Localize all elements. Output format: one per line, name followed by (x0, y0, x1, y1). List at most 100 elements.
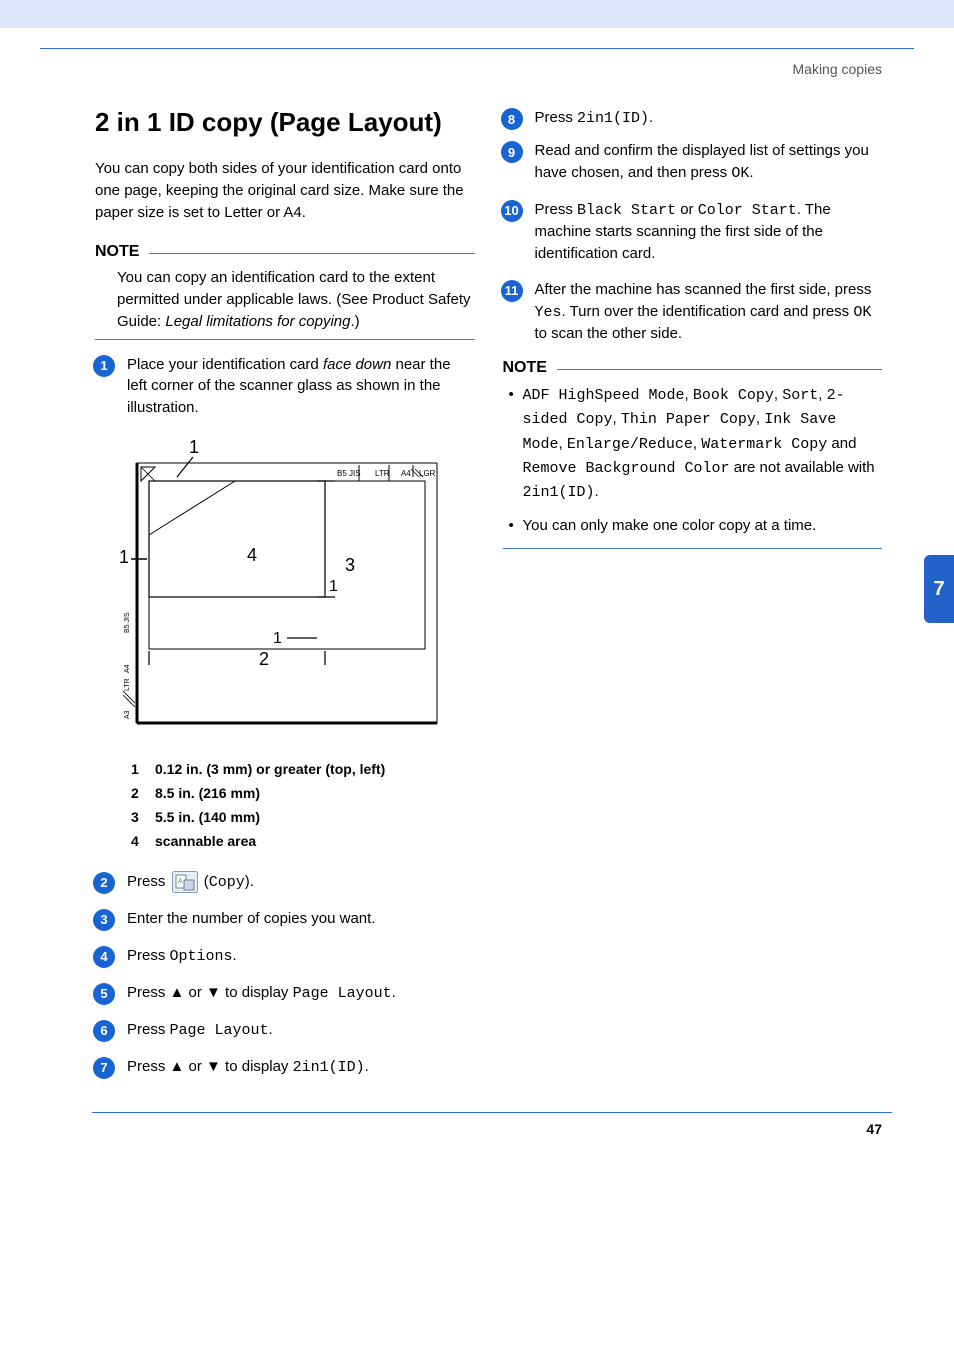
step8-mono: 2in1(ID) (577, 110, 649, 127)
n2-s9: are not available with (730, 459, 875, 476)
step-3: 3 Enter the number of copies you want. (95, 908, 475, 931)
bottom-rule-icon (92, 1112, 892, 1113)
note2-list: ADF HighSpeed Mode, Book Copy, Sort, 2-s… (503, 383, 883, 538)
step7-arrows: ▲ or ▼ (170, 1058, 221, 1075)
step11-post: to scan the other side. (535, 325, 683, 342)
step2-mono: Copy (209, 874, 245, 891)
n2-m8: Watermark Copy (701, 436, 827, 453)
ruler-ltr: LTR (375, 469, 390, 478)
n2-m2: Book Copy (693, 387, 774, 404)
step5-mid: to display (221, 984, 293, 1001)
ruler-a4: A4 (401, 469, 411, 478)
step5-mono: Page Layout (293, 985, 392, 1002)
n2-s3: , (818, 386, 826, 403)
step-bullet-icon: 11 (501, 280, 523, 302)
step-bullet-icon: 1 (93, 355, 115, 377)
step6-mono: Page Layout (170, 1022, 269, 1039)
scanner-diagram-svg: B5 JIS LTR A4 LGR B5 JIS A4 LTR A3 (119, 433, 449, 733)
page-number: 47 (866, 1121, 882, 1137)
note2-item-1: ADF HighSpeed Mode, Book Copy, Sort, 2-s… (509, 383, 883, 504)
step-bullet-icon: 6 (93, 1020, 115, 1042)
n2-m10: 2in1(ID) (523, 484, 595, 501)
note-text-post: .) (350, 313, 359, 330)
n2-s10: . (595, 483, 599, 500)
bottom-spacer (0, 1093, 954, 1163)
top-header-bar (0, 0, 954, 28)
step-text: Press ▲ or ▼ to display 2in1(ID). (127, 1056, 475, 1079)
note2-item-2: You can only make one color copy at a ti… (509, 514, 883, 537)
note-body: You can copy an identification card to t… (95, 267, 475, 332)
legend-text: scannable area (155, 833, 256, 849)
n2-s4: , (613, 410, 621, 427)
ruler-a3-left: A3 (124, 710, 131, 719)
step-bullet-icon: 8 (501, 108, 523, 130)
step7-mono: 2in1(ID) (293, 1059, 365, 1076)
note2-header: NOTE (503, 359, 883, 377)
step10-mid: or (676, 201, 698, 218)
legend-text: 5.5 in. (140 mm) (155, 809, 260, 825)
step-7: 7 Press ▲ or ▼ to display 2in1(ID). (95, 1056, 475, 1079)
step4-mono: Options (170, 948, 233, 965)
step10-mono1: Black Start (577, 202, 676, 219)
step5-post: . (392, 984, 396, 1001)
n2-s7: , (693, 435, 701, 452)
note-rule-icon (557, 369, 882, 370)
callout-1-inner-b: 1 (273, 630, 282, 647)
step-bullet-icon: 2 (93, 872, 115, 894)
step1-pre: Place your identification card (127, 356, 323, 373)
step11-pre: After the machine has scanned the first … (535, 281, 872, 298)
callout-3: 3 (345, 555, 355, 575)
step10-mono2: Color Start (698, 202, 797, 219)
svg-text:A: A (178, 878, 183, 885)
step5-arrows: ▲ or ▼ (170, 984, 221, 1001)
step8-post: . (649, 109, 653, 126)
step7-pre: Press (127, 1058, 170, 1075)
callout-1-top: 1 (189, 437, 199, 457)
step-text: Read and confirm the displayed list of s… (535, 140, 883, 185)
ruler-b5: B5 JIS (337, 469, 361, 478)
callout-1-left: 1 (119, 547, 129, 567)
step-6: 6 Press Page Layout. (95, 1019, 475, 1042)
step-text: After the machine has scanned the first … (535, 279, 883, 345)
step-9: 9 Read and confirm the displayed list of… (503, 140, 883, 185)
callout-1-inner-a: 1 (329, 578, 338, 595)
note2-close-rule-icon (503, 548, 883, 549)
step-1: 1 Place your identification card face do… (95, 354, 475, 419)
step-10: 10 Press Black Start or Color Start. The… (503, 199, 883, 265)
diagram-legend: 10.12 in. (3 mm) or greater (top, left) … (131, 761, 475, 849)
ruler-a4-left: A4 (124, 664, 131, 673)
legend-row: 28.5 in. (216 mm) (131, 785, 475, 801)
step-2: 2 Press A (Copy). (95, 871, 475, 894)
top-separator-rule (40, 48, 914, 49)
step9-mono: OK (731, 165, 749, 182)
legend-text: 8.5 in. (216 mm) (155, 785, 260, 801)
legend-row: 10.12 in. (3 mm) or greater (top, left) (131, 761, 475, 777)
ruler-b5-left: B5 JIS (124, 612, 131, 633)
step-5: 5 Press ▲ or ▼ to display Page Layout. (95, 982, 475, 1005)
step-bullet-icon: 10 (501, 200, 523, 222)
step11-mono2: OK (853, 304, 871, 321)
step11-mono1: Yes (535, 304, 562, 321)
step-text: Press Options. (127, 945, 475, 968)
step-4: 4 Press Options. (95, 945, 475, 968)
note-rule-icon (149, 253, 474, 254)
step-bullet-icon: 7 (93, 1057, 115, 1079)
n2-m1: ADF HighSpeed Mode (523, 387, 685, 404)
step5-pre: Press (127, 984, 170, 1001)
callout-4: 4 (247, 545, 257, 565)
step-text: Enter the number of copies you want. (127, 908, 475, 930)
ruler-ltr-left: LTR (124, 678, 131, 691)
step-bullet-icon: 4 (93, 946, 115, 968)
step2-pre: Press (127, 873, 170, 890)
note-header: NOTE (95, 243, 475, 261)
n2-s2: , (774, 386, 782, 403)
step4-post: . (233, 947, 237, 964)
note-text-italic: Legal limitations for copying (165, 313, 350, 330)
step1-italic: face down (323, 356, 391, 373)
legend-num: 1 (131, 761, 143, 777)
step-text: Press Black Start or Color Start. The ma… (535, 199, 883, 265)
legend-row: 4scannable area (131, 833, 475, 849)
step-text: Press ▲ or ▼ to display Page Layout. (127, 982, 475, 1005)
n2-m3: Sort (782, 387, 818, 404)
step9-pre: Read and confirm the displayed list of s… (535, 142, 869, 181)
